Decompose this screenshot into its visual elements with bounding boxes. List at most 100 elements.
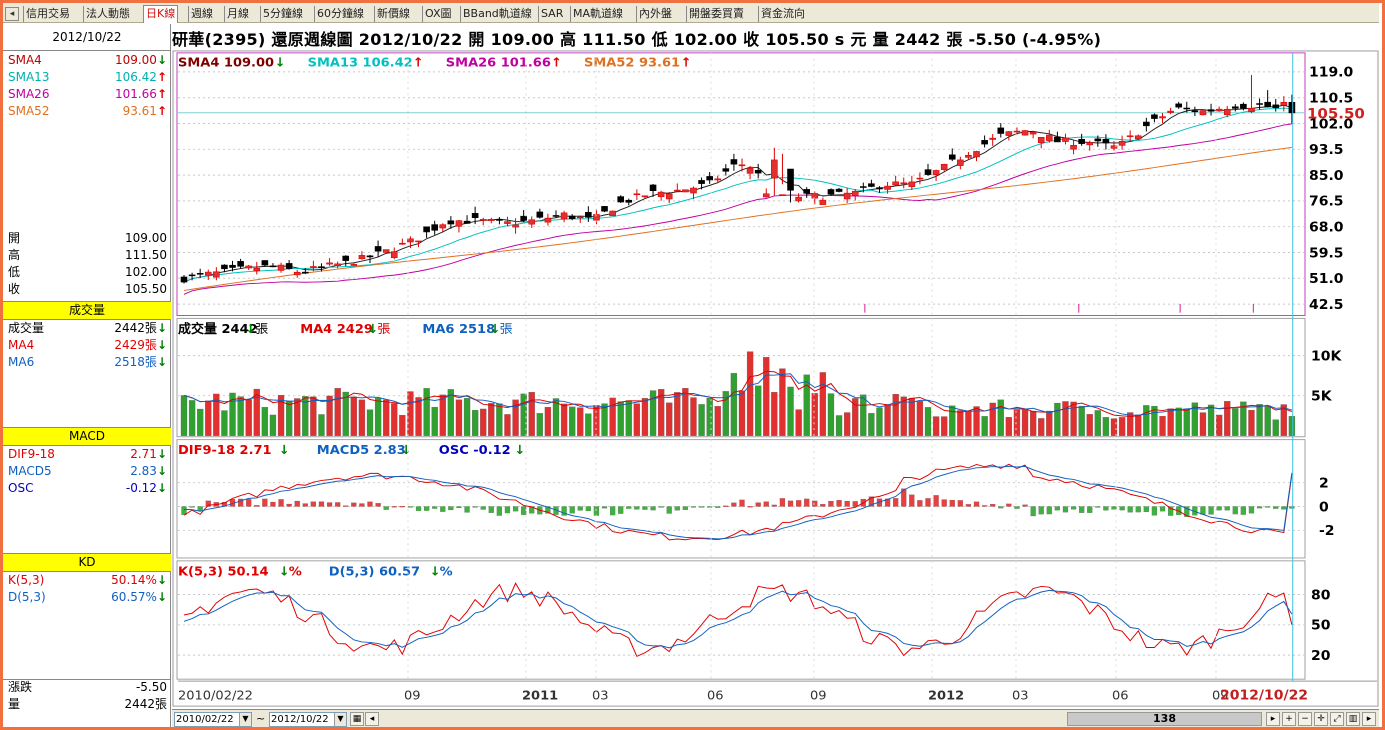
candle-body bbox=[771, 159, 778, 179]
candle-body bbox=[1159, 116, 1166, 119]
volume-legend-item: MA4 2429 bbox=[300, 322, 373, 337]
tab-8[interactable]: OX圖 bbox=[422, 6, 454, 22]
chart-scrollbar[interactable]: 138 bbox=[1067, 712, 1262, 726]
cursor-date-label: 2012/10/22 bbox=[1220, 688, 1308, 704]
tab-1[interactable]: 法人動態 bbox=[83, 6, 132, 22]
tab-11[interactable]: MA軌道線 bbox=[570, 6, 625, 22]
macd-info-panel: MACD DIF9-18 2.71↓ MACD5 2.83↓ OSC -0.12↓ bbox=[3, 428, 171, 554]
tab-2[interactable]: 日K線 bbox=[143, 5, 179, 23]
volume-bar bbox=[455, 399, 463, 436]
chart-canvas[interactable]: 119.0 110.5 102.0 93.5 85.0 76.5 68.0 59.5 51.0 4… bbox=[172, 50, 1379, 709]
volume-ma4-line bbox=[183, 370, 1293, 417]
arrow-down-icon: ↓ bbox=[367, 322, 378, 337]
tab-13[interactable]: 開盤委買賣 bbox=[686, 6, 746, 22]
tab-6[interactable]: 60分鐘線 bbox=[314, 6, 366, 22]
tab-9[interactable]: BBand軌道線 bbox=[460, 6, 534, 22]
scroll-right-button[interactable]: ▸ bbox=[1266, 712, 1280, 726]
arrow-down-icon: ↓ bbox=[279, 564, 290, 579]
volume-bar bbox=[835, 415, 843, 436]
osc-bar bbox=[367, 501, 373, 507]
chart-area[interactable]: 119.0 110.5 102.0 93.5 85.0 76.5 68.0 59.5 51.0 4… bbox=[172, 50, 1379, 709]
candle-body bbox=[835, 188, 843, 192]
osc-bar bbox=[585, 506, 591, 512]
tab-14[interactable]: 資金流向 bbox=[758, 6, 807, 22]
to-date-select[interactable]: 2012/10/22 ▼ bbox=[269, 712, 347, 727]
info-value-text: 102.00 bbox=[125, 265, 167, 279]
osc-bar bbox=[432, 506, 438, 509]
candle-body bbox=[245, 265, 252, 269]
tab-12[interactable]: 內外盤 bbox=[636, 6, 674, 22]
volume-bar bbox=[415, 397, 422, 436]
candle-body bbox=[1167, 110, 1174, 113]
info-value: 101.66↑ bbox=[115, 86, 167, 103]
info-value-text: 60.57% bbox=[111, 590, 157, 604]
info-row: 漲跌 -5.50 bbox=[3, 679, 171, 696]
osc-bar bbox=[512, 506, 519, 512]
fullscreen-icon[interactable]: ⤢ bbox=[1330, 712, 1344, 726]
candle-body bbox=[1199, 110, 1207, 116]
tab-scroll-left-button[interactable]: ◂ bbox=[5, 7, 19, 21]
calendar-button[interactable]: ▦ bbox=[350, 712, 364, 726]
volume-bar bbox=[520, 393, 527, 436]
scroll-end-button[interactable]: ▸ bbox=[1362, 712, 1376, 726]
kd-legend-unit: % bbox=[289, 564, 302, 579]
crosshair-icon[interactable]: ✛ bbox=[1314, 712, 1328, 726]
volume-bar bbox=[1183, 408, 1190, 436]
candle-body bbox=[479, 219, 487, 221]
tab-7[interactable]: 新價線 bbox=[374, 6, 412, 22]
osc-bar bbox=[1256, 506, 1263, 509]
osc-bar bbox=[836, 500, 842, 507]
candle-body bbox=[1070, 144, 1077, 150]
ohlc-info-panel: 開 109.00 高 111.50 低 102.00 收 105.50 bbox=[3, 230, 171, 302]
volume-bar bbox=[480, 408, 487, 436]
zoom-in-icon[interactable]: + bbox=[1282, 712, 1296, 726]
scroll-left-button[interactable]: ◂ bbox=[365, 712, 379, 726]
volume-bar bbox=[261, 406, 269, 436]
kd-panel-border bbox=[176, 560, 1306, 680]
volume-bar bbox=[205, 400, 212, 436]
volume-bar bbox=[536, 413, 543, 436]
candle-body bbox=[989, 137, 996, 140]
candle-body bbox=[601, 206, 608, 212]
osc-bar bbox=[1046, 506, 1052, 515]
arrow-down-icon: ↓ bbox=[401, 443, 412, 458]
osc-bar bbox=[375, 503, 381, 507]
candle-body bbox=[617, 196, 624, 203]
candle-body bbox=[682, 189, 689, 193]
osc-bar bbox=[189, 506, 195, 508]
osc-bar bbox=[448, 506, 454, 511]
volume-bar bbox=[1199, 412, 1207, 436]
volume-bar bbox=[682, 388, 689, 436]
tab-3[interactable]: 週線 bbox=[188, 6, 215, 22]
osc-bar bbox=[1151, 506, 1158, 516]
tab-0[interactable]: 信用交易 bbox=[23, 6, 72, 22]
sma52-line bbox=[183, 146, 1292, 291]
info-row: SMA4 109.00↓ bbox=[3, 52, 171, 69]
zoom-out-icon[interactable]: − bbox=[1298, 712, 1312, 726]
tab-4[interactable]: 月線 bbox=[224, 6, 251, 22]
osc-bar bbox=[197, 506, 203, 511]
bar-chart-icon[interactable]: ▥ bbox=[1346, 712, 1360, 726]
from-date-value: 2010/02/22 bbox=[176, 714, 234, 725]
osc-bar bbox=[650, 506, 656, 511]
from-date-select[interactable]: 2010/02/22 ▼ bbox=[174, 712, 252, 727]
candle-body bbox=[1054, 136, 1061, 143]
kd-legend-item: D(5,3) 60.57 bbox=[329, 564, 420, 579]
volume-bar bbox=[1102, 417, 1110, 436]
osc-bar bbox=[391, 506, 397, 508]
dropdown-arrow-icon[interactable]: ▼ bbox=[334, 713, 346, 726]
tab-5[interactable]: 5分鐘線 bbox=[260, 6, 305, 22]
dropdown-arrow-icon[interactable]: ▼ bbox=[239, 713, 251, 726]
macd-y-tick: -2 bbox=[1319, 523, 1335, 539]
tab-10[interactable]: SAR bbox=[538, 6, 565, 22]
osc-bar bbox=[1038, 506, 1044, 515]
volume-bar bbox=[763, 357, 770, 436]
page-count: 138 bbox=[1153, 712, 1176, 725]
candle-body bbox=[180, 276, 188, 283]
candle-body bbox=[1256, 103, 1263, 105]
volume-bar bbox=[366, 409, 374, 436]
arrow-up-icon: ↑ bbox=[551, 56, 562, 71]
osc-bar bbox=[917, 500, 923, 507]
arrow-down-icon: ↓ bbox=[156, 573, 167, 587]
arrow-up-icon: ↑ bbox=[156, 87, 167, 101]
